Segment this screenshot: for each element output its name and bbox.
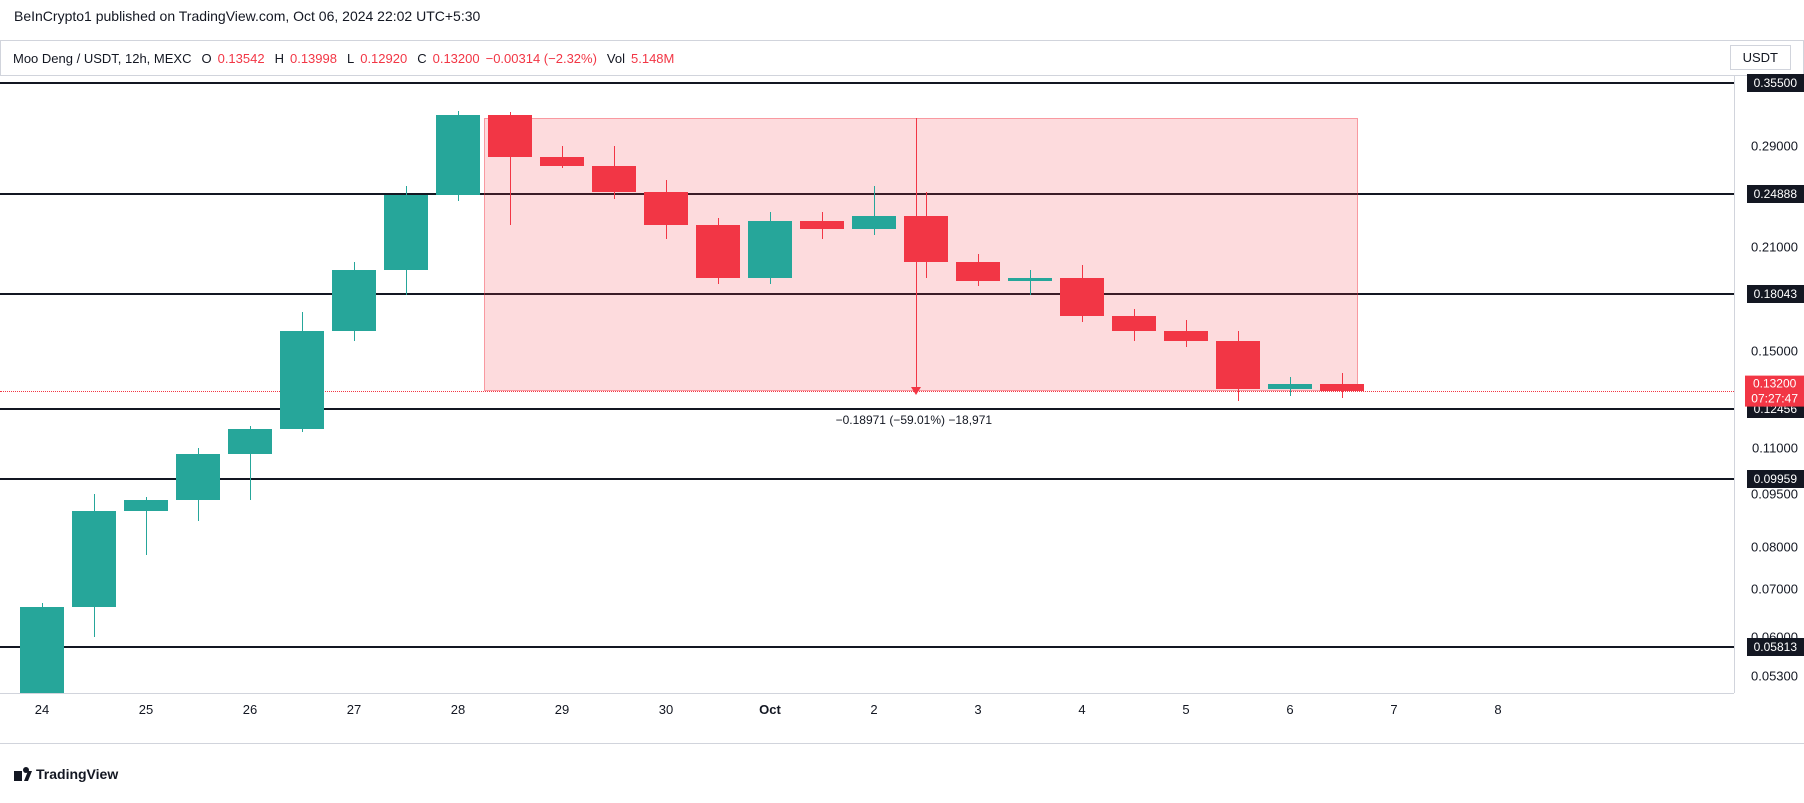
candle-body[interactable]: [332, 270, 376, 332]
horizontal-line: [0, 82, 1734, 84]
symbol-ohlc: Moo Deng / USDT, 12h, MEXC O 0.13542 H 0.1…: [13, 51, 674, 66]
tv-brand-text: TradingView: [36, 766, 118, 782]
x-tick-label: 2: [870, 702, 877, 717]
currency-button[interactable]: USDT: [1730, 45, 1791, 70]
candle-body[interactable]: [748, 221, 792, 278]
candle-body[interactable]: [540, 157, 584, 166]
candle-body[interactable]: [956, 262, 1000, 281]
candle-body[interactable]: [1112, 316, 1156, 331]
candle-body[interactable]: [488, 115, 532, 157]
x-tick-label: 25: [139, 702, 153, 717]
candle-body[interactable]: [228, 429, 272, 454]
y-tick-box-label: 0.05813: [1747, 638, 1804, 656]
change-value: −0.00314 (−2.32%): [486, 51, 597, 66]
c-value: 0.13200: [433, 51, 480, 66]
candle-body[interactable]: [72, 511, 116, 608]
candle-body[interactable]: [20, 607, 64, 694]
x-tick-label: 5: [1182, 702, 1189, 717]
candle-body[interactable]: [124, 500, 168, 510]
c-label: C: [417, 51, 426, 66]
candle-body[interactable]: [1320, 384, 1364, 391]
current-price-label: 0.1320007:27:47: [1745, 376, 1804, 407]
candle-body[interactable]: [1008, 278, 1052, 281]
candle-body[interactable]: [436, 115, 480, 194]
l-label: L: [347, 51, 354, 66]
symbol-label: Moo Deng / USDT, 12h, MEXC: [13, 51, 191, 66]
publish-header: BeInCrypto1 published on TradingView.com…: [14, 8, 480, 24]
x-tick-label: 6: [1286, 702, 1293, 717]
candle-body[interactable]: [280, 331, 324, 429]
y-tick-box-label: 0.24888: [1747, 185, 1804, 203]
y-tick-box-label: 0.35500: [1747, 74, 1804, 92]
current-price-line: [0, 391, 1734, 392]
y-tick-label: 0.09500: [1751, 486, 1798, 501]
x-tick-label: 24: [35, 702, 49, 717]
x-tick-label: 3: [974, 702, 981, 717]
drawdown-annotation: −0.18971 (−59.01%) −18,971: [836, 413, 992, 427]
candle-body[interactable]: [384, 195, 428, 270]
y-tick-label: 0.29000: [1751, 139, 1798, 154]
tradingview-logo: TradingView: [14, 766, 118, 782]
y-tick-label: 0.08000: [1751, 540, 1798, 555]
horizontal-line: [0, 478, 1734, 480]
candle-body[interactable]: [1060, 278, 1104, 316]
candle-body[interactable]: [1164, 331, 1208, 341]
y-tick-box-label: 0.18043: [1747, 285, 1804, 303]
horizontal-line: [0, 646, 1734, 648]
x-tick-label: 27: [347, 702, 361, 717]
y-axis[interactable]: 0.29000 0.21000 0.15000 0.11000 0.09500 0.080…: [1734, 76, 1804, 693]
x-axis[interactable]: 24 25 26 27 28 29 30 Oct 2 3 4 5 6 7 8: [0, 693, 1734, 743]
o-label: O: [201, 51, 211, 66]
y-tick-label: 0.21000: [1751, 239, 1798, 254]
info-bar: Moo Deng / USDT, 12h, MEXC O 0.13542 H 0.1…: [0, 40, 1804, 76]
footer: TradingView: [0, 743, 1804, 803]
candle-body[interactable]: [800, 221, 844, 229]
y-tick-label: 0.07000: [1751, 581, 1798, 596]
candle-body[interactable]: [1268, 384, 1312, 389]
candle-body[interactable]: [176, 454, 220, 501]
candle-body[interactable]: [592, 166, 636, 192]
candle-body[interactable]: [644, 192, 688, 225]
h-value: 0.13998: [290, 51, 337, 66]
x-tick-label: 29: [555, 702, 569, 717]
x-tick-label: 7: [1390, 702, 1397, 717]
candle-body[interactable]: [1216, 341, 1260, 389]
x-tick-label: 4: [1078, 702, 1085, 717]
candle-body[interactable]: [904, 216, 948, 262]
x-tick-label: 26: [243, 702, 257, 717]
x-tick-label: 28: [451, 702, 465, 717]
y-tick-box-label: 0.09959: [1747, 470, 1804, 488]
y-tick-label: 0.05300: [1751, 668, 1798, 683]
l-value: 0.12920: [360, 51, 407, 66]
h-label: H: [275, 51, 284, 66]
x-tick-label: 30: [659, 702, 673, 717]
candle-wick: [1030, 270, 1031, 295]
vol-label: Vol: [607, 51, 625, 66]
tv-icon: [14, 767, 32, 781]
x-tick-label: Oct: [759, 702, 781, 717]
x-tick-label: 8: [1494, 702, 1501, 717]
arrow-head-icon: [911, 387, 921, 395]
o-value: 0.13542: [218, 51, 265, 66]
y-tick-label: 0.11000: [1752, 441, 1798, 456]
candle-body[interactable]: [696, 225, 740, 278]
vol-value: 5.148M: [631, 51, 674, 66]
y-tick-label: 0.15000: [1751, 344, 1798, 359]
candle-body[interactable]: [852, 216, 896, 230]
chart-canvas[interactable]: −0.18971 (−59.01%) −18,971: [0, 76, 1734, 693]
horizontal-line: [0, 408, 1734, 410]
